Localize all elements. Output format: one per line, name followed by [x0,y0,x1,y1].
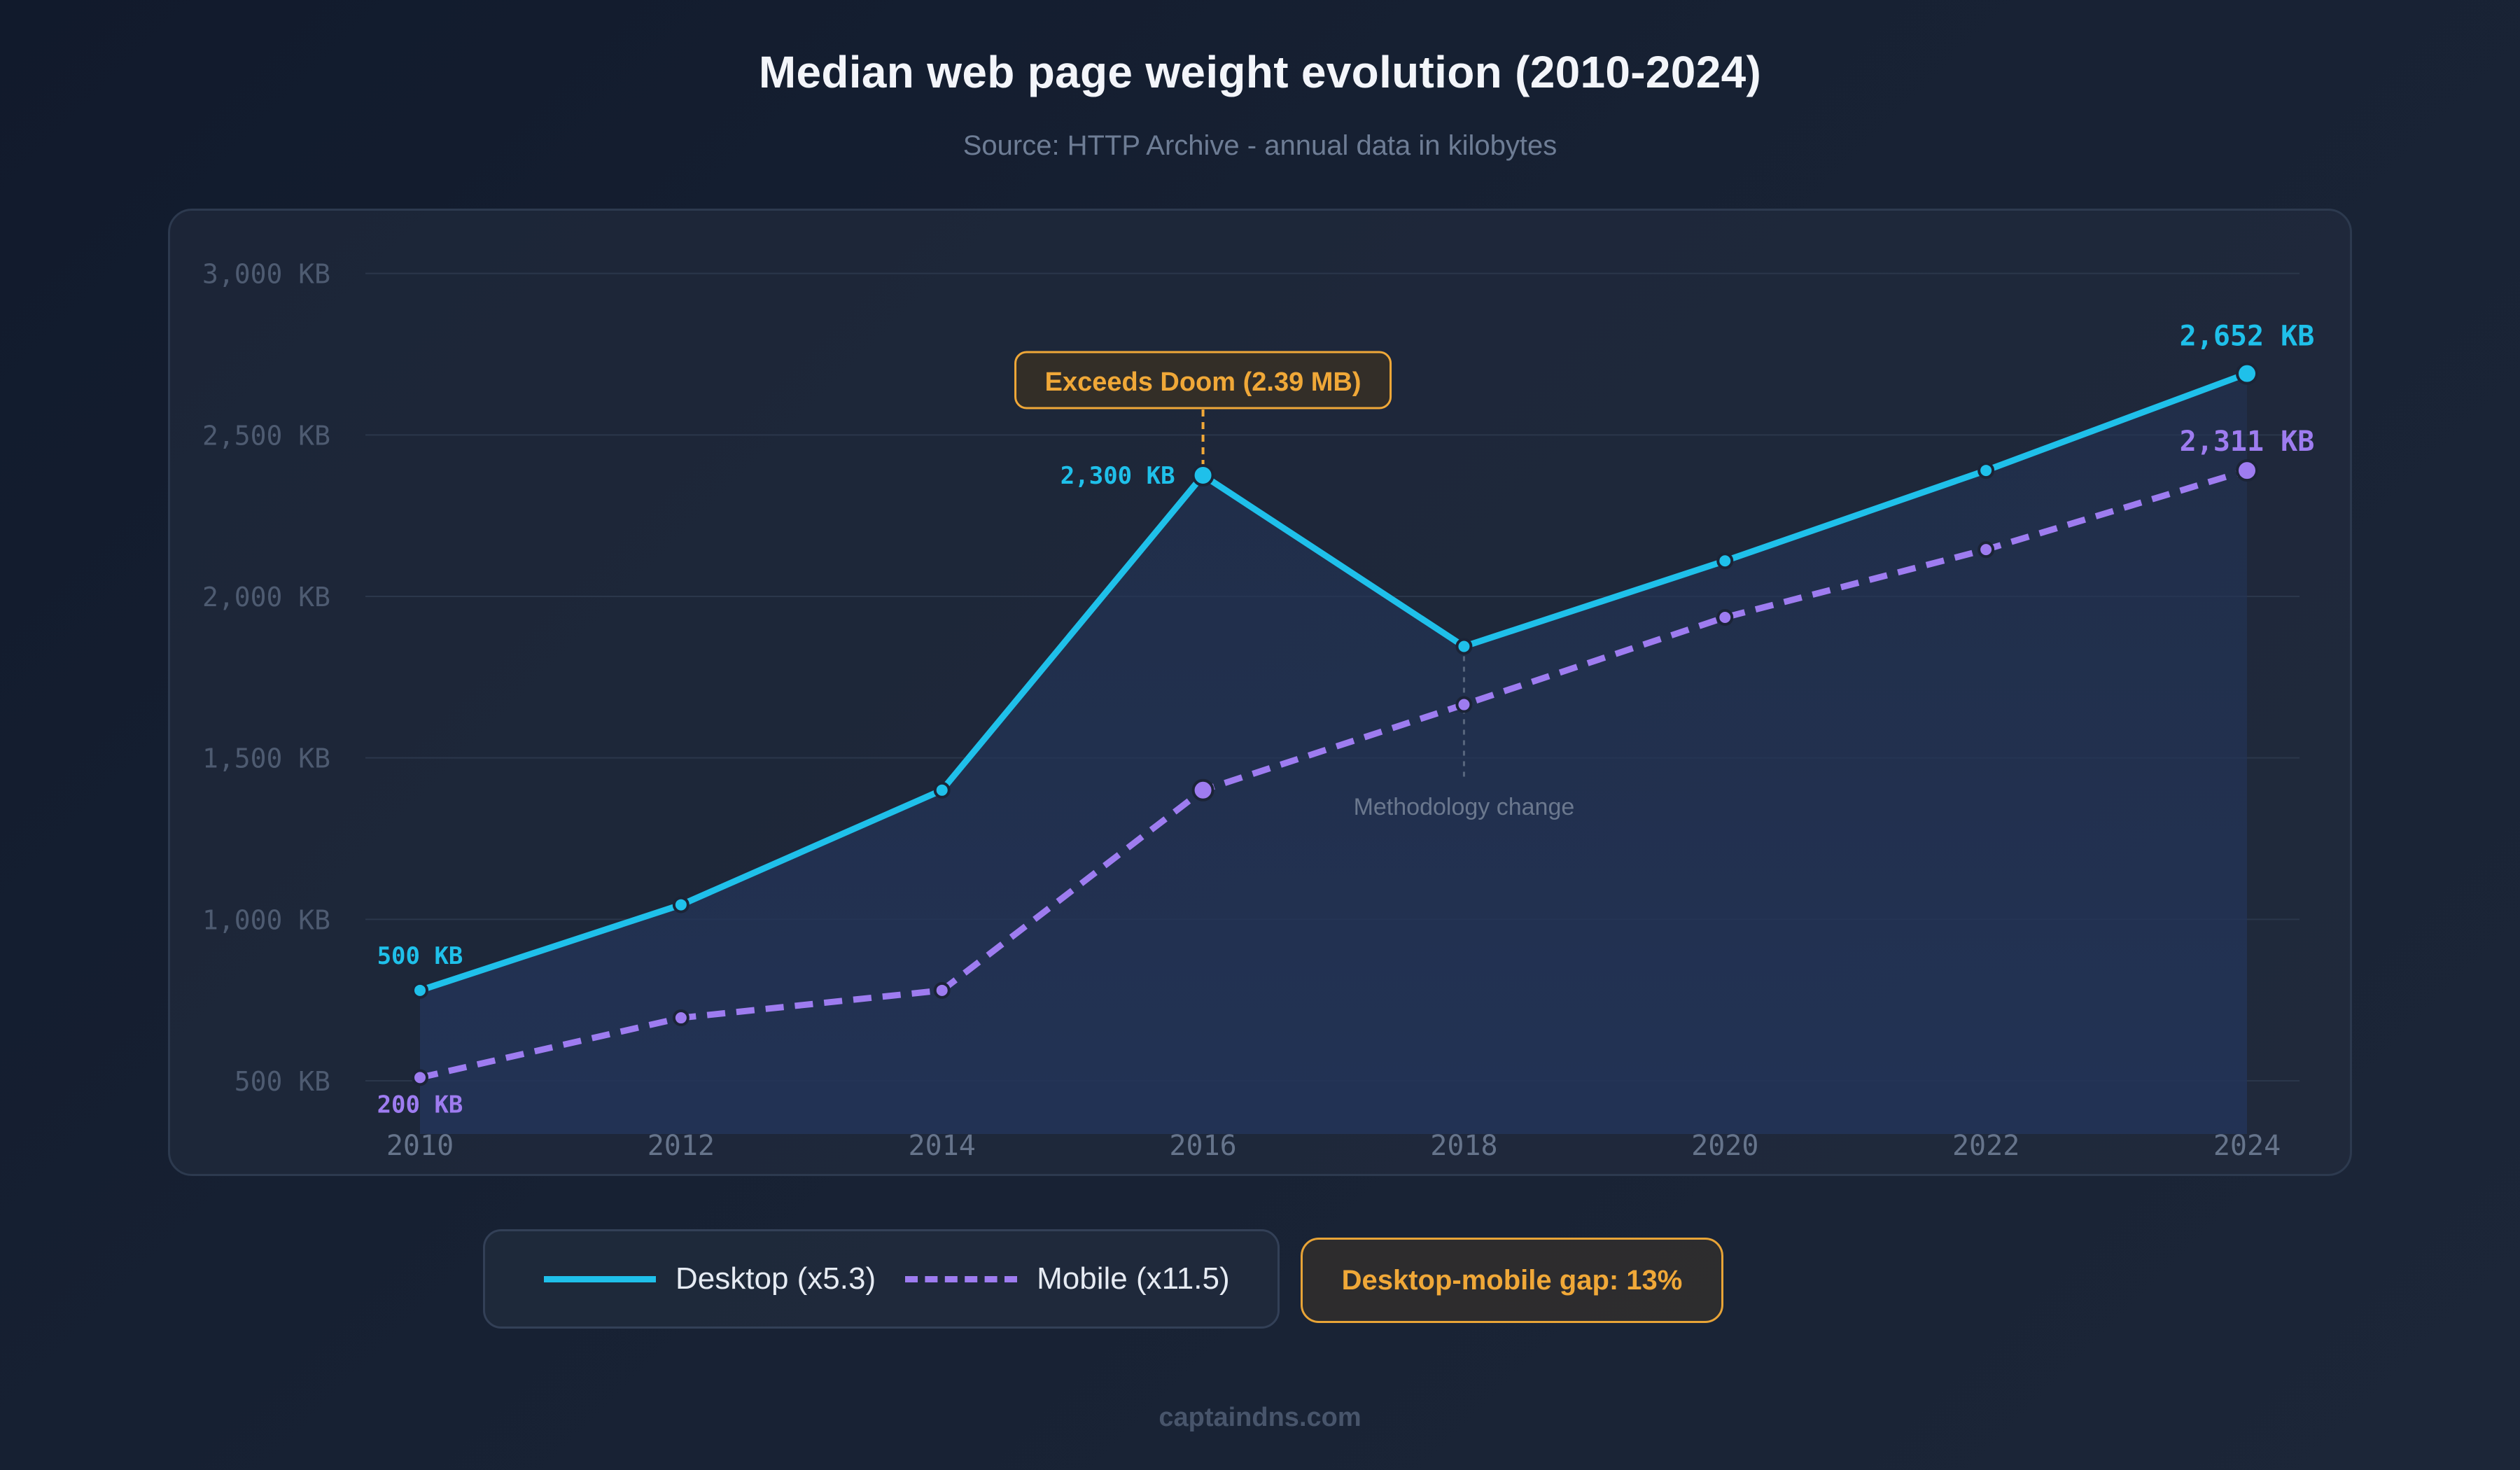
desktop-point [412,981,428,999]
y-tick-label: 1,000 KB [202,904,330,935]
mobile-point [1455,696,1473,713]
x-tick-label: 2016 [1169,1130,1236,1162]
data-label: 2,311 KB [2180,426,2315,458]
desktop-line [416,370,2250,994]
mobile-point [2236,459,2258,482]
chart-labels: 500 KB 2,300 KB 2,652 KB 200 KB 2,311 KB [377,321,2315,1119]
x-tick-label: 2010 [386,1130,454,1162]
legend-swatch-mobile [905,1275,1018,1282]
desktop-point [1191,464,1214,487]
callout-label: Exceeds Doom (2.39 MB) [1045,368,1362,397]
gap-badge: Desktop-mobile gap: 13% [1301,1238,1723,1323]
desktop-point [2236,362,2258,385]
mobile-point [933,981,951,999]
x-tick-label: 2012 [648,1130,715,1162]
data-label: 2,300 KB [1060,462,1175,490]
desktop-point [933,781,951,799]
x-tick-label: 2014 [909,1130,976,1162]
mobile-point [1191,778,1214,802]
x-tick-label: 2018 [1430,1130,1497,1162]
x-tick-label: 2024 [2213,1130,2281,1162]
annotations: Exceeds Doom (2.39 MB) Methodology change [1014,351,1575,820]
y-tick-label: 1,500 KB [202,743,330,774]
mobile-point [1716,608,1734,626]
desktop-area [420,373,2247,1135]
x-tick-label: 2020 [1691,1130,1758,1162]
legend-item-mobile: Mobile (x11.5) [905,1261,1230,1296]
legend-item-desktop: Desktop (x5.3) [544,1261,876,1296]
y-tick-label: 2,500 KB [202,420,330,451]
data-label: 200 KB [377,1091,463,1119]
y-tick-label: 2,000 KB [202,582,330,612]
legend-swatch-desktop [544,1275,656,1282]
y-tick-label: 500 KB [234,1066,330,1097]
mobile-line [419,467,2248,1081]
y-tick-label: 3,000 KB [202,259,330,290]
desktop-point [1716,552,1734,570]
x-tick-label: 2022 [1952,1130,2019,1162]
desktop-point [1977,462,1995,479]
series-lines [412,362,2258,1086]
data-label: 2,652 KB [2180,321,2315,353]
legend: Desktop (x5.3) Mobile (x11.5) [483,1229,1280,1329]
mobile-point [672,1009,690,1027]
legend-label-mobile: Mobile (x11.5) [1037,1261,1230,1296]
mobile-point [412,1069,428,1086]
desktop-point [1455,638,1473,655]
mobile-point [1977,541,1995,559]
methodology-label: Methodology change [1354,794,1575,820]
area-fill [420,373,2247,1135]
legend-label-desktop: Desktop (x5.3) [676,1261,876,1296]
footer-site: captaindns.com [1158,1403,1362,1432]
chart-subtitle: Source: HTTP Archive - annual data in ki… [962,130,1558,161]
desktop-point [672,896,690,913]
chart-title: Median web page weight evolution (2010-2… [758,47,1762,97]
callout-box [1014,351,1392,410]
data-label: 500 KB [377,942,463,970]
